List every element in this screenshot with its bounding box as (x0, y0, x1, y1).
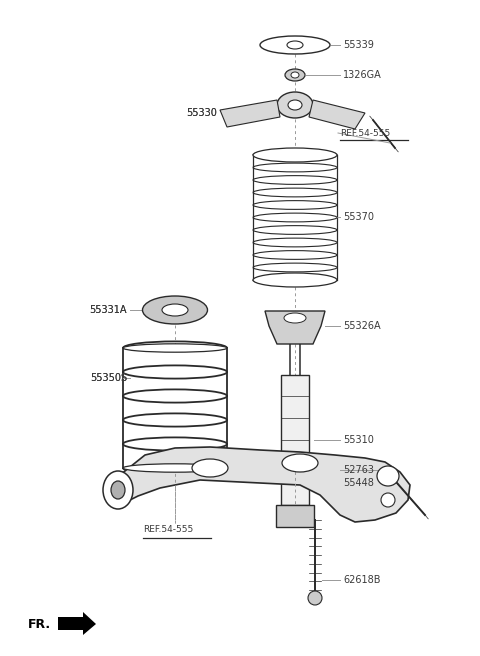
Polygon shape (309, 100, 365, 129)
Text: 55339: 55339 (343, 40, 374, 50)
Ellipse shape (162, 304, 188, 316)
Ellipse shape (192, 459, 228, 477)
Ellipse shape (111, 481, 125, 499)
Ellipse shape (381, 493, 395, 507)
Text: 55330: 55330 (186, 108, 217, 118)
Text: 55326A: 55326A (343, 321, 381, 331)
Ellipse shape (377, 466, 399, 486)
Ellipse shape (253, 273, 337, 287)
Polygon shape (107, 447, 410, 522)
Ellipse shape (282, 454, 318, 472)
Ellipse shape (123, 344, 227, 352)
Ellipse shape (277, 92, 313, 118)
Text: 55310: 55310 (343, 435, 374, 445)
FancyBboxPatch shape (281, 375, 309, 505)
Text: 55448: 55448 (343, 478, 374, 488)
Ellipse shape (288, 100, 302, 110)
Ellipse shape (253, 148, 337, 162)
Text: REF.54-555: REF.54-555 (340, 129, 390, 138)
Text: 55350S: 55350S (90, 373, 127, 383)
Polygon shape (265, 311, 325, 344)
Text: 62618B: 62618B (343, 575, 381, 585)
Ellipse shape (308, 591, 322, 605)
Ellipse shape (103, 471, 133, 509)
Ellipse shape (284, 313, 306, 323)
Ellipse shape (123, 464, 227, 472)
Polygon shape (58, 612, 96, 635)
Polygon shape (220, 100, 280, 127)
Text: REF.54-555: REF.54-555 (143, 525, 193, 535)
Ellipse shape (291, 72, 299, 78)
Ellipse shape (285, 69, 305, 81)
Text: 55331A: 55331A (89, 305, 127, 315)
Text: 55330: 55330 (186, 108, 217, 118)
Text: 55370: 55370 (343, 212, 374, 222)
Text: FR.: FR. (28, 619, 51, 632)
Text: 55331A: 55331A (89, 305, 127, 315)
Text: 55350S: 55350S (90, 373, 127, 383)
Ellipse shape (143, 296, 207, 324)
Text: 52763: 52763 (343, 465, 374, 475)
Text: 1326GA: 1326GA (343, 70, 382, 80)
FancyBboxPatch shape (276, 505, 314, 527)
Ellipse shape (260, 36, 330, 54)
Ellipse shape (287, 41, 303, 49)
